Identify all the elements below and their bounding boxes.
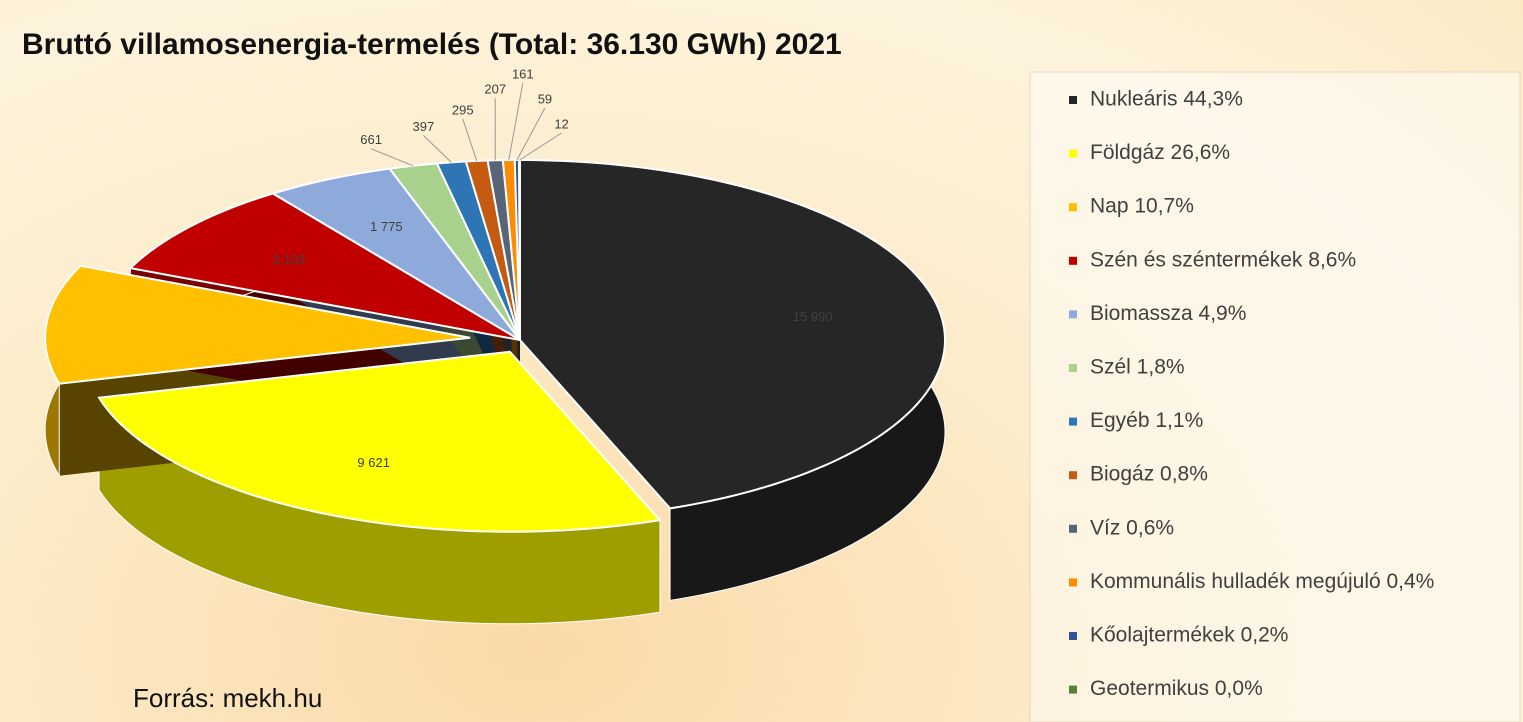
- legend-label: Nukleáris 44,3%: [1090, 88, 1243, 111]
- legend-marker: [1069, 149, 1077, 158]
- slice: [128, 192, 521, 341]
- slice: [44, 264, 471, 385]
- legend-marker: [1069, 96, 1077, 104]
- data-label: 3 103: [273, 252, 306, 267]
- leader-line: [462, 118, 478, 162]
- data-label: 661: [360, 132, 382, 147]
- legend-label: Szén és széntermékek 8,6%: [1090, 248, 1356, 271]
- data-label: 15 990: [793, 309, 833, 324]
- legend-label: Víz 0,6%: [1090, 516, 1174, 539]
- legend-label: Földgáz 26,6%: [1090, 141, 1230, 164]
- legend-label: Kommunális hulladék megújuló 0,4%: [1090, 570, 1434, 593]
- source: Forrás: mekh.hu: [133, 683, 322, 713]
- legend-label: Szél 1,8%: [1090, 356, 1185, 379]
- chart-title: Bruttó villamosenergia-termelés (Total: …: [22, 28, 842, 61]
- legend-label: Nap 10,7%: [1090, 195, 1194, 218]
- legend-marker: [1069, 685, 1077, 694]
- legend-label: Egyéb 1,1%: [1090, 409, 1203, 432]
- legend-label: Biogáz 0,8%: [1090, 463, 1208, 486]
- leader-line: [516, 107, 546, 161]
- legend-marker: [1069, 364, 1077, 372]
- legend-marker: [1069, 632, 1077, 640]
- slice: [270, 167, 521, 341]
- data-label: 1 775: [370, 219, 403, 234]
- leader-line: [519, 132, 562, 161]
- legend-marker: [1069, 471, 1077, 480]
- legend-label: Kőolajtermékek 0,2%: [1090, 624, 1288, 647]
- slice: [97, 350, 662, 533]
- legend-marker: [1069, 203, 1077, 212]
- legend-marker: [1069, 524, 1077, 533]
- slice: [518, 159, 521, 341]
- legend: Nukleáris 44,3% Földgáz 26,6% Nap 10,7% Szé…: [1069, 88, 1434, 700]
- pie-tops: [44, 158, 946, 533]
- leader-line: [508, 82, 524, 161]
- data-label: 207: [484, 82, 506, 97]
- legend-label: Biomassza 4,9%: [1090, 302, 1246, 325]
- data-label: 12: [554, 116, 568, 131]
- legend-marker: [1069, 578, 1077, 587]
- leader-line: [423, 135, 452, 163]
- slice: [519, 158, 946, 510]
- data-label: 59: [538, 91, 552, 106]
- leader-line: [370, 148, 414, 167]
- data-label: 161: [512, 66, 534, 81]
- data-label: 295: [452, 102, 474, 117]
- legend-box: [1029, 71, 1521, 722]
- legend-marker: [1069, 417, 1077, 426]
- legend-marker: [1069, 256, 1077, 265]
- data-label: 397: [413, 119, 435, 134]
- legend-label: Geotermikus 0,0%: [1090, 677, 1263, 700]
- legend-marker: [1069, 310, 1077, 319]
- data-label: 9 621: [357, 455, 390, 470]
